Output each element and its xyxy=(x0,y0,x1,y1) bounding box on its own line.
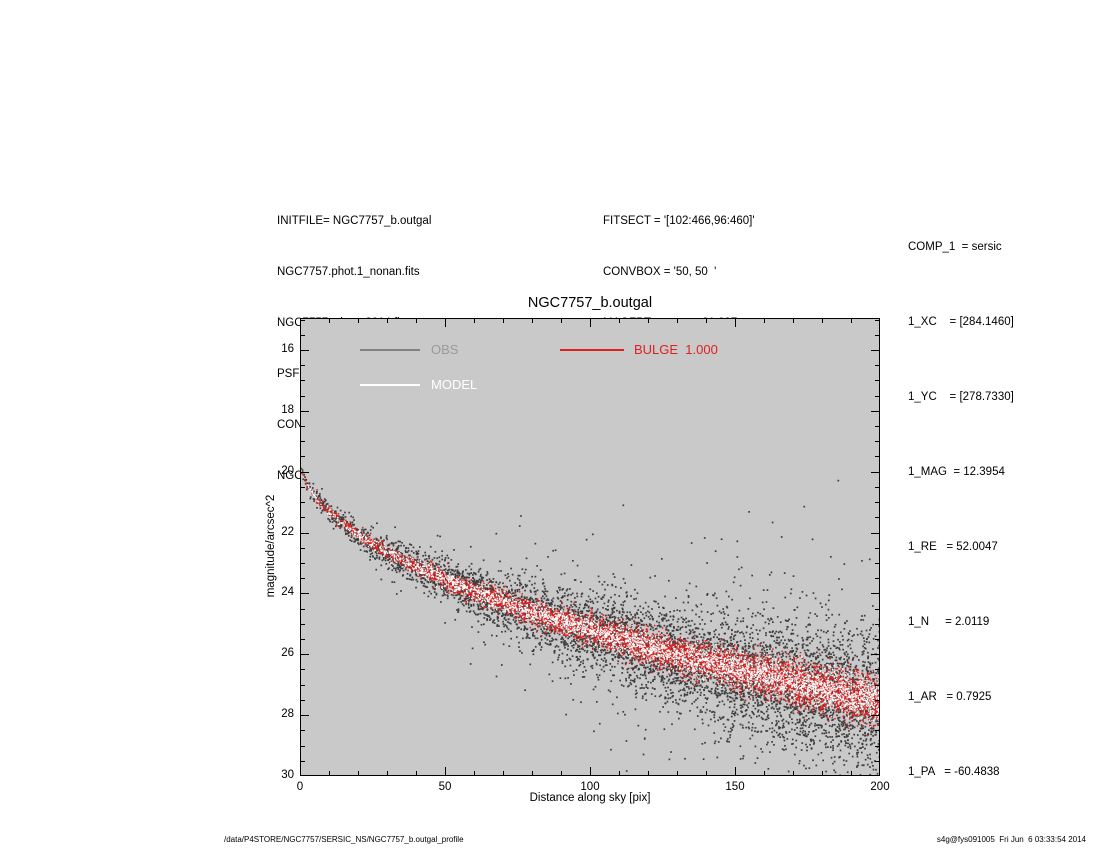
plot-title: NGC7757_b.outgal xyxy=(527,295,653,311)
initfile-line: INITFILE= NGC7757_b.outgal xyxy=(277,215,432,227)
x-axis-title: Distance along sky [pix] xyxy=(529,792,651,804)
comp-line: COMP_1 = sersic xyxy=(908,241,1002,253)
x-tick-label: 200 xyxy=(870,781,890,793)
yc-line: 1_YC = [278.7330] xyxy=(908,391,1014,403)
y-tick-label: 18 xyxy=(281,403,294,416)
convbox-line: CONVBOX = '50, 50 ' xyxy=(603,266,717,278)
ar-line: 1_AR = 0.7925 xyxy=(908,691,992,703)
re-line: 1_RE = 52.0047 xyxy=(908,541,998,553)
xc-line: 1_XC = [284.1460] xyxy=(908,316,1014,328)
output-path-label: /data/P4STORE/NGC7757/SERSIC_NS/NGC7757_… xyxy=(224,835,464,844)
model-legend-label: MODEL xyxy=(431,377,478,392)
y-tick-label: 22 xyxy=(281,525,294,538)
user-timestamp-label: s4g@fys091005 Fri Jun 6 03:33:54 2014 xyxy=(936,835,1086,844)
x-tick-label: 50 xyxy=(438,781,452,793)
component-params-block: COMP_1 = sersic 1_XC = [284.1460] 1_YC =… xyxy=(908,185,1015,850)
bulge-legend-line xyxy=(560,349,624,351)
y-tick-label: 26 xyxy=(281,647,294,660)
y-tick-label: 16 xyxy=(281,342,294,355)
bulge-legend-label: BULGE 1.000 xyxy=(634,342,718,357)
fitsect-line: FITSECT = '[102:466,96:460]' xyxy=(603,215,755,227)
n-line: 1_N = 2.0119 xyxy=(908,616,990,628)
x-tick-label: 0 xyxy=(296,781,304,793)
phot-file-line: NGC7757.phot.1_nonan.fits xyxy=(277,266,420,278)
plot-area: OBS MODEL BULGE 1.000 xyxy=(300,318,880,776)
scatter-plot-canvas xyxy=(300,318,880,776)
x-tick-label: 150 xyxy=(725,781,745,793)
y-tick-label: 30 xyxy=(281,769,294,781)
y-tick-label: 24 xyxy=(281,586,294,599)
y-axis-title: magnitude/arcsec^2 xyxy=(265,494,277,598)
pa-line: 1_PA = -60.4838 xyxy=(908,766,1000,778)
model-legend-line xyxy=(360,384,420,386)
obs-legend-line xyxy=(360,349,420,351)
mag-line: 1_MAG = 12.3954 xyxy=(908,466,1005,478)
y-tick-label: 28 xyxy=(281,708,294,721)
y-tick-label: 20 xyxy=(281,464,294,477)
obs-legend-label: OBS xyxy=(431,342,459,357)
x-tick-label: 100 xyxy=(580,781,600,793)
